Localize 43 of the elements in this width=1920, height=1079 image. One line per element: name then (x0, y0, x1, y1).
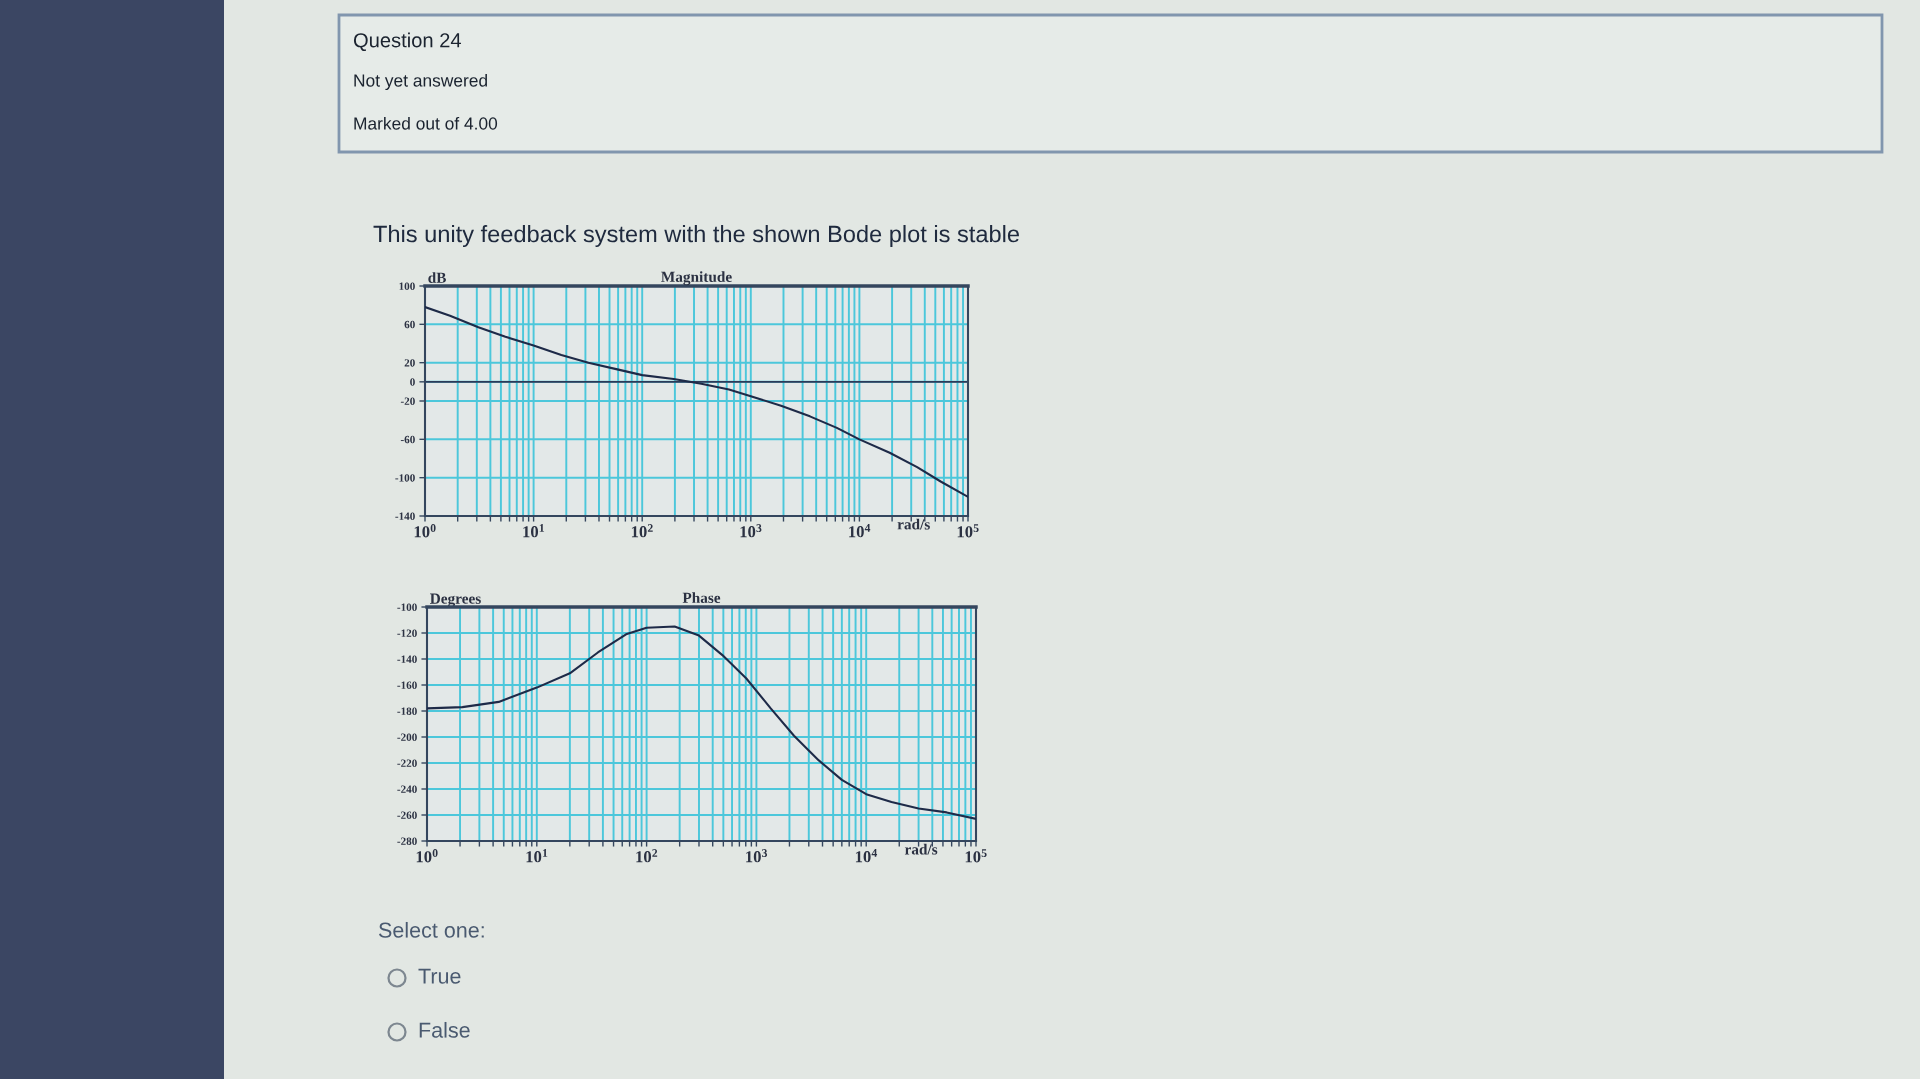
y-tick-label: -220 (397, 759, 417, 767)
x-axis-title: rad/s (904, 843, 938, 855)
y-tick-label: -140 (395, 512, 415, 520)
x-tick-label: 10$^{3}$ (740, 524, 762, 538)
y-tick-label: -160 (397, 681, 417, 689)
y-axis-title: Degrees (430, 593, 481, 607)
x-axis-title: rad/s (897, 518, 930, 530)
text: False (419, 1021, 470, 1038)
x-tick-label: 10$^{0}$ (414, 524, 436, 538)
text: Question 24 (353, 32, 462, 52)
y-tick-label: -140 (397, 655, 417, 663)
y-tick-label: -200 (397, 733, 417, 741)
y-tick-label: -240 (397, 785, 417, 793)
y-tick-label: 0 (410, 378, 415, 386)
text: Marked out of 4.00 (354, 116, 498, 130)
y-tick-label: 100 (399, 282, 415, 290)
text: Select one: (378, 921, 484, 938)
x-tick-label: 10$^{3}$ (746, 849, 768, 863)
y-tick-label: -100 (395, 474, 415, 482)
y-tick-label: -120 (397, 629, 417, 637)
x-tick-label: 10$^{2}$ (636, 849, 658, 863)
x-tick-label: 10$^{4}$ (855, 849, 878, 863)
x-tick-label: 10$^{5}$ (957, 524, 979, 538)
y-tick-label: -180 (397, 707, 417, 715)
y-tick-label: -280 (397, 837, 417, 845)
y-tick-label: -60 (400, 435, 415, 444)
x-tick-label: 10$^{2}$ (631, 524, 653, 538)
y-tick-label: 20 (404, 359, 415, 367)
chart-title: Phase (682, 592, 721, 603)
y-axis-title: dB (428, 272, 446, 283)
x-tick-label: 10$^{4}$ (849, 524, 871, 538)
y-tick-label: -260 (397, 811, 417, 819)
x-tick-label: 10$^{1}$ (526, 849, 548, 863)
text: Not yet answered (354, 73, 487, 91)
chart-title: Magnitude (661, 271, 732, 286)
y-tick-label: -100 (397, 603, 417, 611)
text: This unity feedback system with the shown Bode plot is stable (373, 225, 1019, 248)
x-tick-label: 10$^{0}$ (416, 849, 438, 863)
y-tick-label: 60 (404, 320, 415, 329)
y-tick-label: -20 (400, 397, 415, 405)
x-tick-label: 10$^{5}$ (965, 849, 987, 863)
x-tick-label: 10$^{1}$ (523, 524, 545, 538)
text: True (418, 968, 461, 984)
